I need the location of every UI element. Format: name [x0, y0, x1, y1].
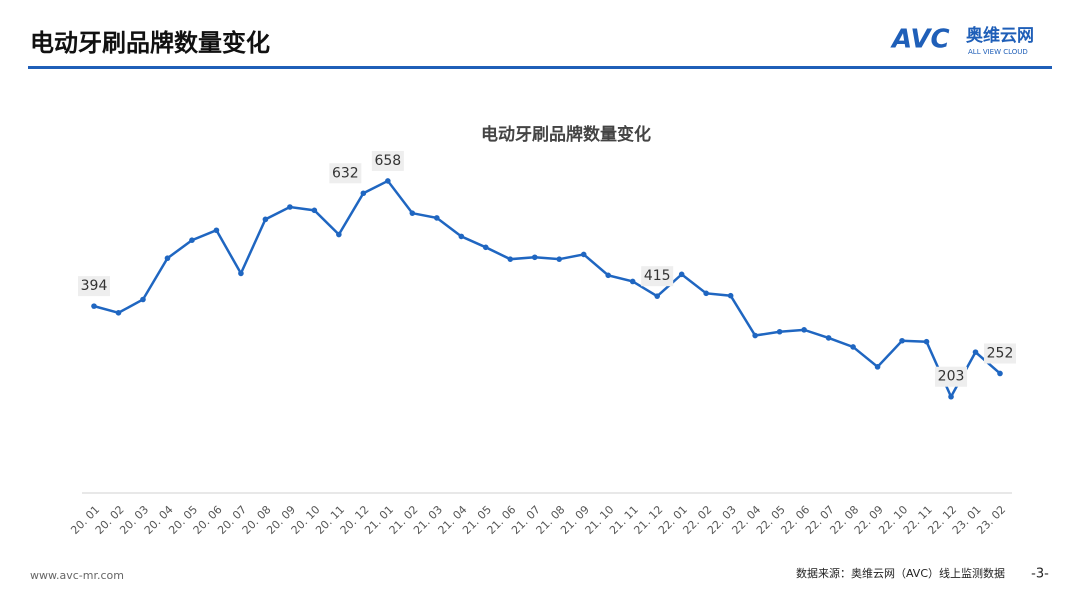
chart-title: 电动牙刷品牌数量变化 — [481, 124, 651, 145]
point — [801, 327, 807, 333]
point — [899, 337, 905, 344]
point — [482, 244, 489, 251]
data-label: 203 — [938, 369, 965, 385]
point — [164, 255, 171, 262]
point — [776, 328, 783, 335]
point — [409, 210, 416, 216]
page-number: -3- — [1031, 567, 1049, 582]
point — [825, 335, 832, 341]
point — [580, 251, 587, 258]
point — [972, 349, 979, 355]
point — [287, 204, 293, 210]
logo-tagline: ALL VIEW CLOUD — [968, 48, 1028, 56]
data-label: 394 — [81, 278, 108, 294]
point — [752, 332, 758, 339]
point — [678, 271, 685, 278]
page-title: 电动牙刷品牌数量变化 — [30, 29, 270, 57]
data-label: 632 — [332, 165, 359, 181]
point — [874, 364, 881, 370]
point — [703, 290, 709, 297]
data-label-bg — [78, 276, 110, 297]
point — [556, 256, 563, 262]
point — [336, 231, 342, 238]
point — [360, 190, 367, 197]
line — [93, 179, 1001, 400]
data-label-bg — [641, 266, 674, 287]
logo-name: 奥维云网 — [966, 25, 1034, 46]
website: www.avc-mr.com — [30, 569, 124, 582]
point — [238, 270, 244, 277]
point — [311, 207, 318, 214]
point — [140, 296, 146, 303]
point — [605, 272, 612, 279]
point — [262, 216, 269, 223]
point — [115, 309, 122, 316]
data-label-bg — [935, 366, 968, 387]
point — [948, 393, 954, 400]
data-label-bg — [984, 343, 1016, 364]
point — [629, 278, 636, 285]
data-label: 252 — [987, 345, 1014, 361]
data-label-bg — [371, 150, 404, 171]
header-rule — [28, 66, 1052, 69]
source: 数据来源：奥维云网（AVC）线上监测数据 — [796, 566, 1005, 580]
point — [213, 227, 220, 234]
data-label: 415 — [644, 268, 671, 284]
point — [850, 344, 856, 350]
data-label: 658 — [374, 153, 401, 169]
point — [997, 370, 1003, 377]
point — [385, 178, 391, 184]
point — [923, 338, 930, 345]
point — [507, 256, 514, 262]
logo-brand: AVC — [890, 25, 950, 55]
point — [727, 292, 734, 299]
point — [91, 303, 97, 309]
point — [531, 254, 538, 261]
data-label-bg — [329, 163, 362, 184]
point — [434, 215, 440, 221]
point — [654, 293, 660, 299]
point — [189, 237, 195, 244]
point — [458, 233, 465, 240]
